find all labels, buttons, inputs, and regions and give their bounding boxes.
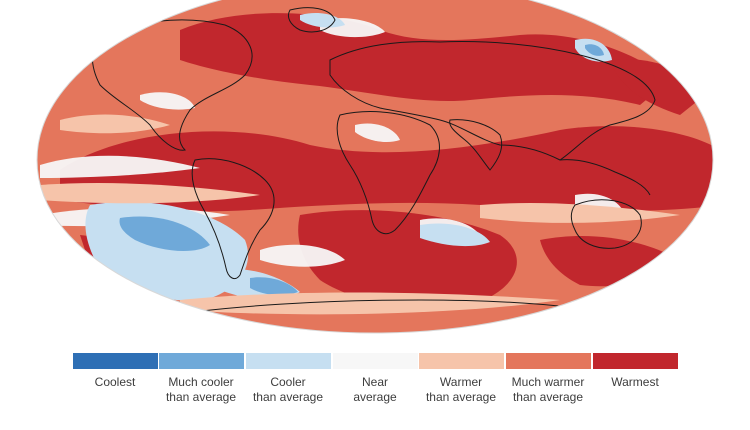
legend-swatch <box>332 353 418 369</box>
legend-item-much-warmer: Much warmer than average <box>505 353 591 413</box>
global-temperature-map <box>36 0 714 334</box>
near-average-regions <box>40 18 625 267</box>
legend-label: Much cooler than average <box>165 375 237 404</box>
temperature-legend: Coolest Much cooler than average Cooler … <box>72 353 678 413</box>
legend-swatch <box>158 353 244 369</box>
legend-label: Near average <box>353 375 397 404</box>
legend-item-warmer: Warmer than average <box>418 353 504 413</box>
legend-label: Warmest <box>611 375 659 389</box>
globe-outline <box>36 0 714 334</box>
coastlines <box>91 7 669 319</box>
warmer-regions <box>40 114 680 315</box>
legend-swatch <box>592 353 678 369</box>
legend-swatch <box>245 353 331 369</box>
legend-swatch <box>505 353 591 369</box>
legend-swatch <box>72 353 158 369</box>
legend-item-coolest: Coolest <box>72 353 158 413</box>
legend-item-much-cooler: Much cooler than average <box>158 353 244 413</box>
legend-label: Warmer than average <box>425 375 497 404</box>
legend-item-warmest: Warmest <box>592 353 678 413</box>
cooler-regions <box>85 13 612 301</box>
legend-label: Coolest <box>94 375 136 389</box>
legend-item-cooler: Cooler than average <box>245 353 331 413</box>
legend-item-near-average: Near average <box>332 353 418 413</box>
legend-label: Cooler than average <box>252 375 324 404</box>
legend-label: Much warmer than average <box>511 375 585 404</box>
legend-swatch <box>418 353 504 369</box>
world-map <box>36 0 714 334</box>
